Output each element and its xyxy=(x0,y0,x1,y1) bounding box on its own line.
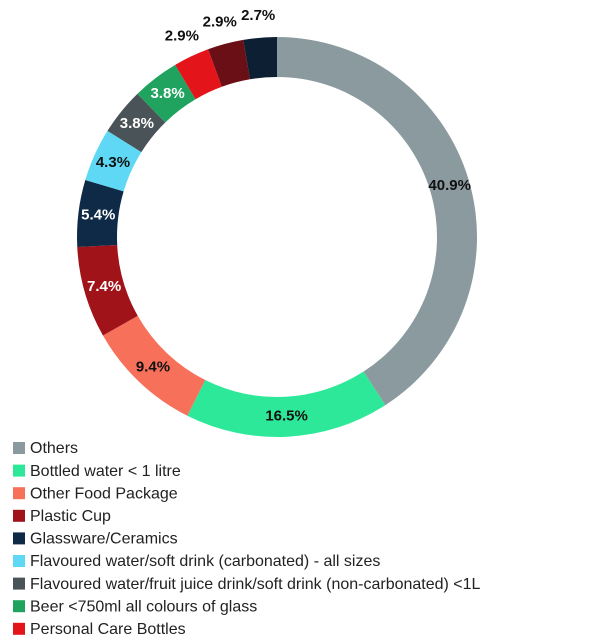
slice-label: 2.9% xyxy=(203,13,237,30)
legend-swatch xyxy=(13,487,25,500)
donut-slice xyxy=(277,37,477,406)
legend-label: Personal Care Bottles xyxy=(30,621,186,638)
slice-label: 9.4% xyxy=(136,358,170,375)
legend-label: Beer <750ml all colours of glass xyxy=(30,598,257,615)
legend-swatch xyxy=(13,464,25,477)
legend-label: Glassware/Ceramics xyxy=(30,531,178,548)
slice-label: 2.7% xyxy=(241,7,275,24)
slice-label: 16.5% xyxy=(265,408,308,425)
legend-label: Flavoured water/soft drink (carbonated) … xyxy=(30,553,380,570)
legend-label: Others xyxy=(30,440,78,457)
donut-slice xyxy=(77,245,138,336)
legend-label: Other Food Package xyxy=(30,485,178,502)
donut-slice xyxy=(107,93,166,153)
slice-label: 3.8% xyxy=(150,85,184,102)
legend-label: Plastic Cup xyxy=(30,508,111,525)
legend-swatch xyxy=(13,600,25,613)
donut-slice xyxy=(85,130,142,192)
legend-swatch xyxy=(13,532,25,545)
legend-swatch xyxy=(13,577,25,590)
legend-swatch xyxy=(13,509,25,522)
slice-label: 4.3% xyxy=(96,154,130,171)
legend-swatch xyxy=(13,555,25,567)
donut-slice xyxy=(208,39,250,87)
legend-label: Flavoured water/fruit juice drink/soft d… xyxy=(30,576,481,593)
donut-slice xyxy=(187,371,386,437)
slice-label: 7.4% xyxy=(87,278,121,295)
legend-swatch xyxy=(13,622,25,635)
donut-slice xyxy=(175,49,222,100)
slice-label: 5.4% xyxy=(81,207,115,224)
donut-slice xyxy=(102,315,206,416)
donut-slice xyxy=(243,37,277,80)
donut-slice xyxy=(77,179,124,248)
legend-swatch xyxy=(13,442,25,454)
slice-label: 2.9% xyxy=(165,27,199,44)
donut-slice xyxy=(137,64,196,123)
slice-label: 40.9% xyxy=(428,177,471,194)
legend-label: Bottled water < 1 litre xyxy=(30,463,181,480)
slice-label: 3.8% xyxy=(120,115,154,132)
